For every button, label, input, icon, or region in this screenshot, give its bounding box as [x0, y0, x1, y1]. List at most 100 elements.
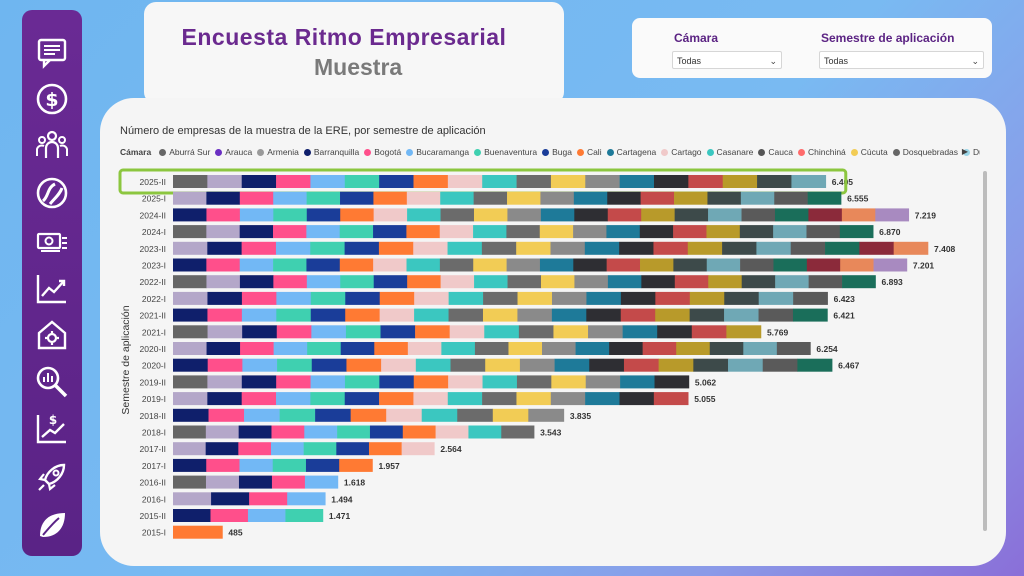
bar-segment[interactable]	[379, 291, 415, 305]
bar-segment[interactable]	[741, 275, 776, 289]
bar-segment[interactable]	[622, 325, 658, 339]
bar-segment[interactable]	[473, 225, 507, 239]
bar-segment[interactable]	[407, 342, 442, 355]
bar-segment[interactable]	[441, 342, 476, 355]
bar-segment[interactable]	[482, 308, 518, 322]
bar-segment[interactable]	[346, 358, 382, 372]
bar-segment[interactable]	[776, 342, 811, 355]
bar-segment[interactable]	[270, 442, 304, 456]
bar-row[interactable]: 2020-I 6.467	[142, 358, 860, 372]
bar-segment[interactable]	[485, 358, 521, 372]
bar-segment[interactable]	[808, 275, 843, 289]
bar-segment[interactable]	[508, 342, 543, 355]
bar-segment[interactable]	[310, 175, 346, 188]
bar-row[interactable]: 2025-I 6.555	[142, 191, 869, 205]
bar-segment[interactable]	[378, 241, 414, 255]
bar-row[interactable]: 2019-I 5.055	[142, 392, 716, 406]
bar-segment[interactable]	[550, 241, 586, 255]
bar-segment[interactable]	[406, 225, 441, 239]
bar-segment[interactable]	[435, 425, 469, 439]
bar-segment[interactable]	[207, 308, 243, 322]
bar-segment[interactable]	[447, 392, 483, 406]
bar-segment[interactable]	[271, 425, 305, 439]
bar-segment[interactable]	[379, 175, 414, 188]
bar-segment[interactable]	[173, 308, 208, 322]
bar-segment[interactable]	[241, 291, 277, 305]
bar-segment[interactable]	[276, 392, 311, 406]
bar-segment[interactable]	[708, 208, 742, 222]
bar-segment[interactable]	[873, 258, 908, 272]
bar-segment[interactable]	[482, 175, 517, 188]
bar-segment[interactable]	[173, 225, 207, 239]
bar-segment[interactable]	[304, 425, 338, 439]
bar-segment[interactable]	[706, 225, 741, 239]
bar-segment[interactable]	[402, 425, 436, 439]
bar-segment[interactable]	[345, 291, 381, 305]
bar-row[interactable]: 2024-I 6.870	[142, 225, 901, 239]
bar-segment[interactable]	[773, 225, 807, 239]
bar-segment[interactable]	[586, 291, 622, 305]
bar-segment[interactable]	[540, 191, 575, 205]
bar-segment[interactable]	[573, 225, 607, 239]
bar-segment[interactable]	[554, 358, 590, 372]
bar-segment[interactable]	[606, 258, 641, 272]
bar-row[interactable]: 2017-II 2.564	[140, 442, 462, 456]
bar-segment[interactable]	[276, 308, 312, 322]
bar-segment[interactable]	[311, 325, 347, 339]
bar-segment[interactable]	[726, 325, 762, 339]
bar-segment[interactable]	[336, 442, 370, 456]
bar-segment[interactable]	[173, 442, 206, 456]
bar-row[interactable]: 2021-I 5.769	[142, 325, 789, 339]
bar-segment[interactable]	[791, 175, 827, 188]
bar-segment[interactable]	[517, 291, 553, 305]
bar-segment[interactable]	[415, 325, 450, 339]
bar-segment[interactable]	[406, 191, 441, 205]
bar-segment[interactable]	[762, 358, 798, 372]
legend-item[interactable]: Aburrá Sur	[159, 147, 210, 157]
bar-segment[interactable]	[473, 258, 507, 272]
bar-segment[interactable]	[740, 258, 774, 272]
bar-segment[interactable]	[620, 375, 655, 389]
bar-segment[interactable]	[676, 342, 711, 355]
bar-segment[interactable]	[239, 191, 274, 205]
bar-segment[interactable]	[337, 425, 371, 439]
legend-item[interactable]: Cúcuta	[850, 147, 888, 157]
bar-segment[interactable]	[379, 392, 414, 406]
legend-item[interactable]: Cartagena	[606, 147, 656, 157]
bar-segment[interactable]	[303, 442, 337, 456]
bar-segment[interactable]	[691, 325, 727, 339]
bar-segment[interactable]	[825, 241, 860, 255]
bar-segment[interactable]	[239, 458, 274, 472]
bar-segment[interactable]	[271, 475, 306, 489]
bar-segment[interactable]	[206, 342, 241, 355]
bar-segment[interactable]	[205, 425, 239, 439]
bar-segment[interactable]	[542, 342, 576, 355]
bar-segment[interactable]	[507, 275, 542, 289]
bar-segment[interactable]	[528, 408, 565, 422]
bar-segment[interactable]	[550, 175, 586, 188]
bar-segment[interactable]	[483, 291, 518, 305]
bar-segment[interactable]	[273, 225, 307, 239]
bar-segment[interactable]	[689, 291, 725, 305]
bar-segment[interactable]	[350, 408, 387, 422]
bar-segment[interactable]	[238, 442, 272, 456]
bar-segment[interactable]	[173, 425, 207, 439]
bar-segment[interactable]	[206, 258, 241, 272]
bar-segment[interactable]	[774, 208, 809, 222]
bar-segment[interactable]	[285, 509, 324, 522]
bar-segment[interactable]	[658, 358, 694, 372]
bar-segment[interactable]	[277, 358, 313, 372]
bar-segment[interactable]	[173, 525, 223, 539]
bar-segment[interactable]	[273, 342, 308, 355]
bar-segment[interactable]	[345, 325, 381, 339]
bar-segment[interactable]	[709, 342, 744, 355]
bar-segment[interactable]	[173, 258, 207, 272]
bar-segment[interactable]	[242, 358, 278, 372]
bar-segment[interactable]	[724, 291, 760, 305]
bar-segment[interactable]	[344, 241, 380, 255]
legend-item[interactable]: Dosquebradas	[892, 147, 958, 157]
trend-icon[interactable]	[35, 272, 69, 306]
bar-segment[interactable]	[206, 191, 241, 205]
bar-segment[interactable]	[743, 342, 778, 355]
bar-segment[interactable]	[457, 408, 494, 422]
